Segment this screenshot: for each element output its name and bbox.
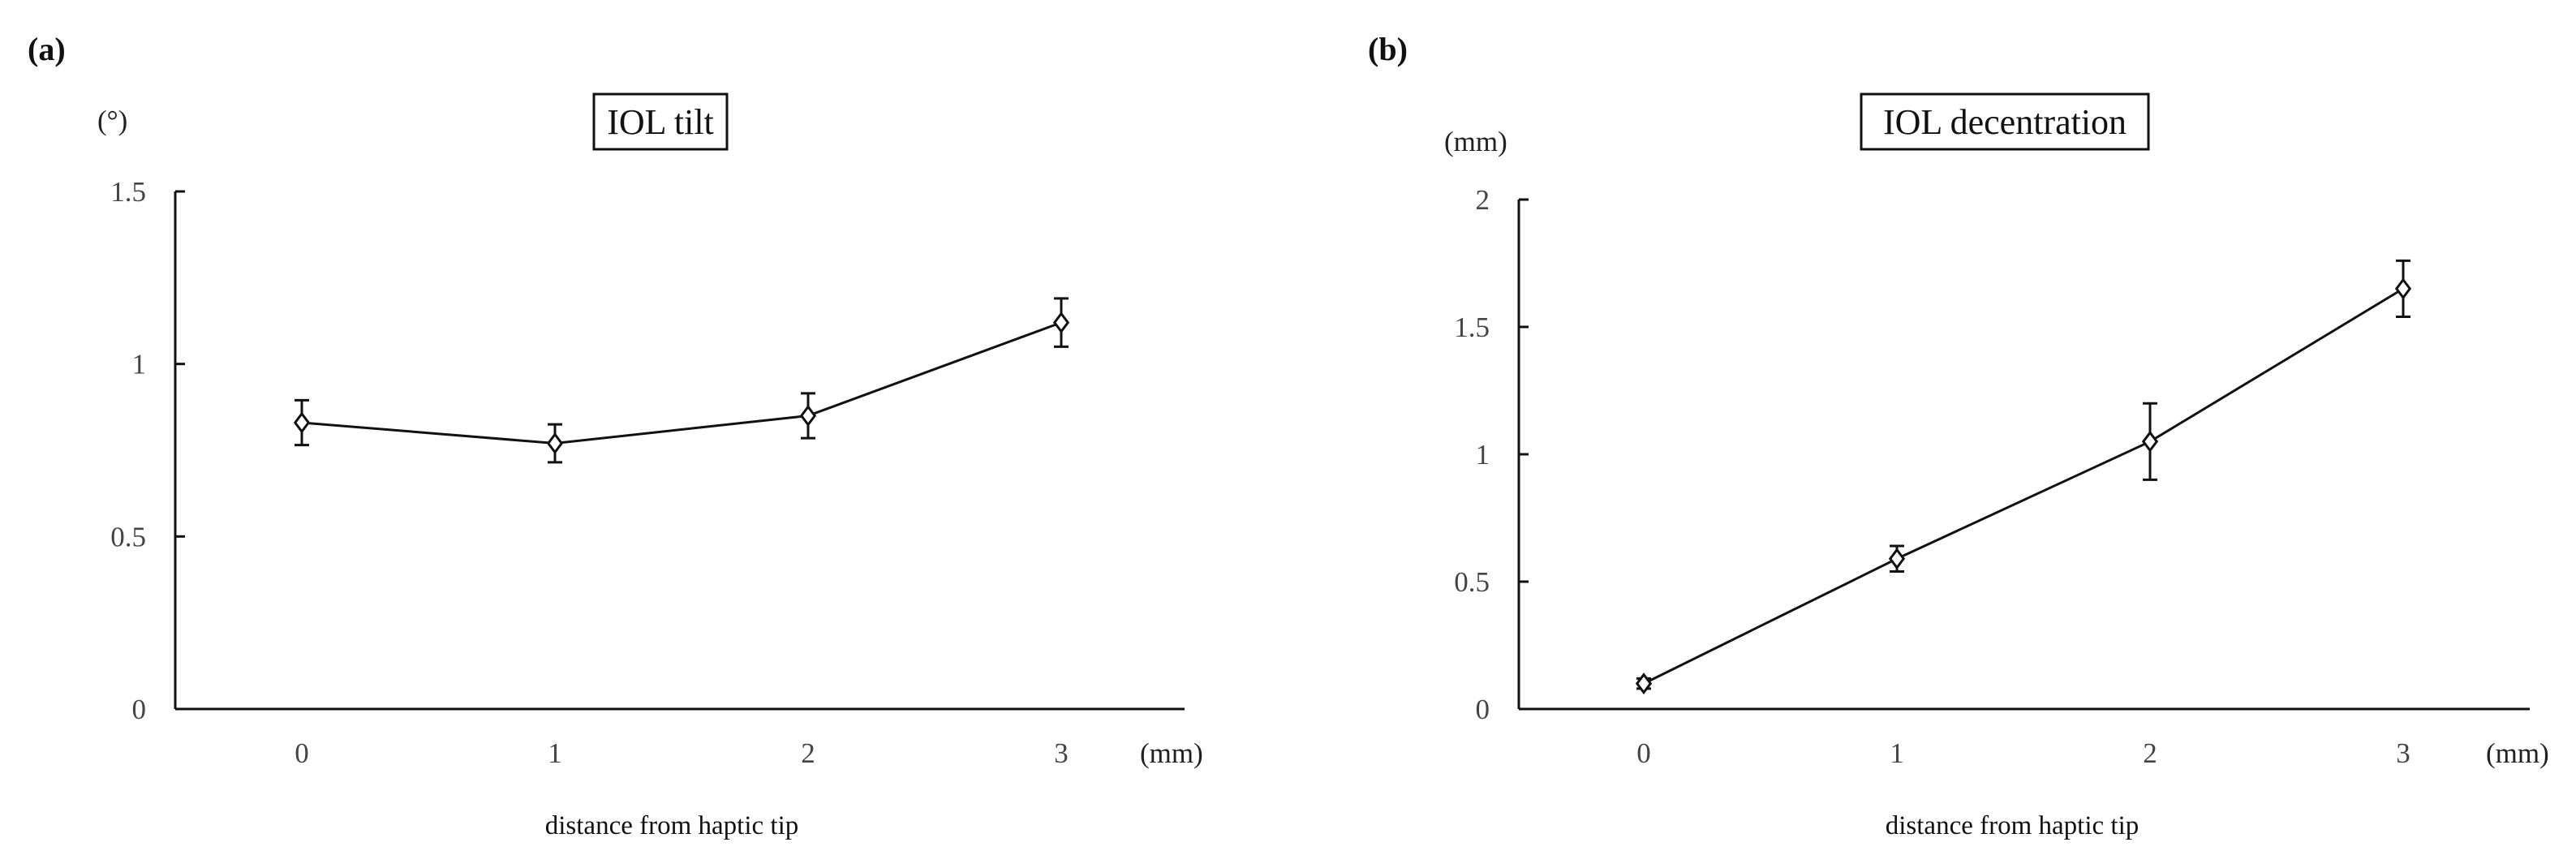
chart-panel-tilt: (a) IOL tilt (°) (mm) distance from hapt… xyxy=(28,31,1203,840)
y-tick-label-tilt: 0 xyxy=(132,694,147,725)
data-point-tilt xyxy=(1052,312,1070,334)
y-tick-label-tilt: 1.5 xyxy=(110,176,146,208)
x-tick-label-tilt: 3 xyxy=(1054,737,1069,769)
x-tick-label-decentration: 1 xyxy=(1890,737,1904,769)
y-tick-label-decentration: 2 xyxy=(1476,184,1490,216)
series-line-decentration xyxy=(1643,287,2404,685)
chart-title-tilt: IOL tilt xyxy=(607,102,714,142)
y-tick-label-decentration: 0.5 xyxy=(1454,566,1490,598)
series-tilt xyxy=(293,297,1070,464)
data-point-decentration xyxy=(1888,548,1906,570)
y-tick-label-decentration: 1.5 xyxy=(1454,312,1490,343)
x-tick-label-decentration: 3 xyxy=(2396,737,2410,769)
series-line-tilt xyxy=(301,321,1062,445)
y-unit-label-tilt: (°) xyxy=(97,105,127,136)
chart-title-decentration: IOL decentration xyxy=(1883,102,2127,142)
x-axis-title-decentration: distance from haptic tip xyxy=(1886,811,2139,840)
data-point-decentration xyxy=(2141,430,2159,453)
data-point-tilt xyxy=(546,432,564,454)
y-tick-label-tilt: 1 xyxy=(132,349,147,380)
x-axis-title-tilt: distance from haptic tip xyxy=(545,811,799,840)
chart-title-box-tilt xyxy=(592,92,729,151)
data-point-decentration xyxy=(1635,672,1653,695)
data-point-tilt xyxy=(799,404,817,427)
x-tick-label-decentration: 2 xyxy=(2143,737,2157,769)
x-tick-label-decentration: 0 xyxy=(1636,737,1651,769)
data-point-tilt xyxy=(293,411,311,434)
x-tick-label-tilt: 1 xyxy=(548,737,562,769)
panel-label-a: (a) xyxy=(28,31,66,67)
x-unit-label-tilt: (mm) xyxy=(1140,737,1203,769)
panel-label-b: (b) xyxy=(1368,31,1408,67)
y-tick-label-decentration: 1 xyxy=(1476,439,1490,471)
axes-decentration: 0 0.5 1 1.5 2 0 1 2 3 xyxy=(1454,184,2530,769)
x-tick-label-tilt: 2 xyxy=(801,737,815,769)
y-unit-label-decentration: (mm) xyxy=(1444,126,1507,157)
x-unit-label-decentration: (mm) xyxy=(2486,737,2549,769)
series-decentration xyxy=(1635,259,2412,695)
axes-tilt: 0 0.5 1 1.5 0 1 2 3 xyxy=(110,176,1185,769)
y-tick-label-tilt: 0.5 xyxy=(110,521,146,552)
data-point-decentration xyxy=(2394,277,2412,300)
chart-panel-decentration: (b) IOL decentration (mm) (mm) distance … xyxy=(1368,31,2549,840)
y-tick-label-decentration: 0 xyxy=(1476,694,1490,725)
x-tick-label-tilt: 0 xyxy=(295,737,309,769)
chart-title-box-decentration xyxy=(1860,92,2150,151)
